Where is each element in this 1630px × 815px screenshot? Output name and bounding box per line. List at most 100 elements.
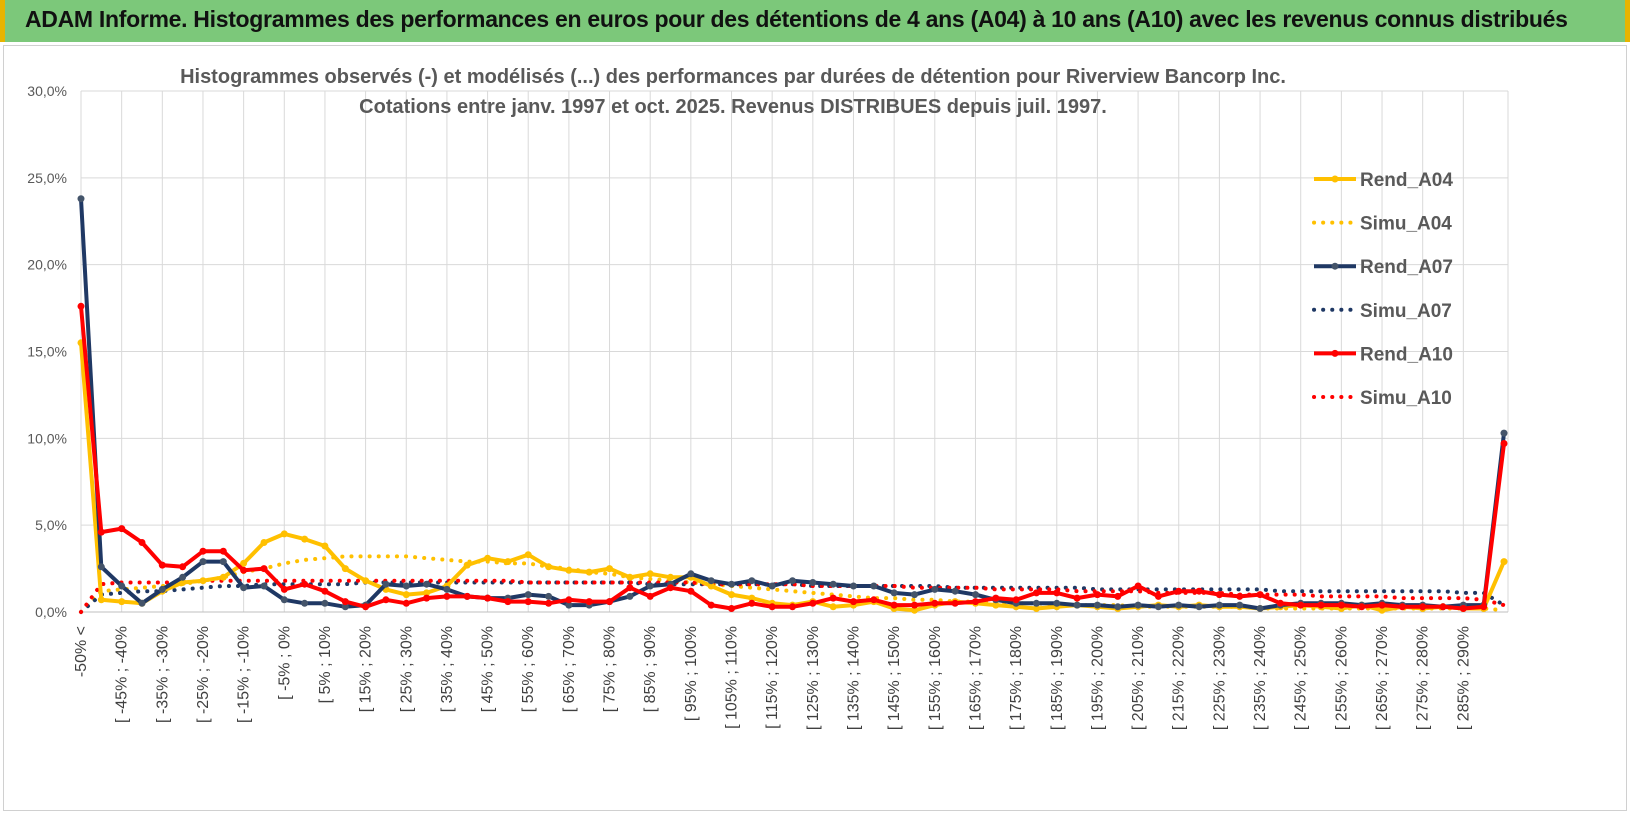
data-point-Rend_A10 xyxy=(1337,601,1345,609)
series-line-Rend_A07 xyxy=(79,198,1506,611)
x-tick-label: [ 235% ; 240% xyxy=(1252,626,1269,730)
data-point-Rend_A10 xyxy=(667,584,674,592)
data-point-Rend_A10 xyxy=(809,599,817,607)
data-point-Rend_A07 xyxy=(1134,601,1142,609)
data-point-Rend_A10 xyxy=(1439,603,1447,611)
x-tick-label: [ 285% ; 290% xyxy=(1455,626,1472,730)
data-point-Rend_A10 xyxy=(158,561,166,569)
data-point-Rend_A10 xyxy=(789,603,796,611)
x-tick-label: [ 265% ; 270% xyxy=(1374,626,1391,730)
chart-frame: 0,0% 5,0% 10,0% 15,0% 20,0% 25,0% 30,0% -50% <… xyxy=(3,45,1627,811)
legend-marker xyxy=(1331,349,1339,357)
legend-label: Rend_A10 xyxy=(1360,344,1453,365)
data-point-Rend_A10 xyxy=(1256,591,1264,599)
data-point-Rend_A10 xyxy=(992,594,1000,602)
legend-marker xyxy=(1331,175,1339,183)
data-point-Rend_A04 xyxy=(463,561,471,569)
data-point-Rend_A10 xyxy=(850,598,857,606)
x-tick-label: [ 195% ; 200% xyxy=(1089,626,1106,730)
data-point-Rend_A07 xyxy=(321,599,329,607)
data-point-Rend_A07 xyxy=(1053,599,1061,607)
data-point-Rend_A10 xyxy=(1215,591,1223,599)
data-point-Rend_A10 xyxy=(362,603,370,611)
data-point-Rend_A10 xyxy=(504,598,512,606)
series-line-Rend_A04 xyxy=(79,342,1506,613)
data-point-Rend_A07 xyxy=(260,582,268,590)
data-point-Rend_A04 xyxy=(118,598,126,606)
x-tick-label: [ -15% ; -10% xyxy=(236,626,253,723)
data-point-Rend_A07 xyxy=(707,577,715,585)
data-point-Rend_A04 xyxy=(1500,558,1508,566)
data-point-Rend_A04 xyxy=(240,559,248,567)
y-tick-label: 5,0% xyxy=(35,517,67,533)
data-point-Rend_A07 xyxy=(890,589,898,597)
data-point-Rend_A10 xyxy=(1459,605,1467,612)
legend-item-simu-a04: Simu_A04 xyxy=(1312,214,1452,235)
data-point-Rend_A07 xyxy=(1154,603,1162,611)
data-point-Rend_A07 xyxy=(1215,601,1223,609)
data-point-Rend_A04 xyxy=(1378,606,1386,614)
x-tick-label: [ 25% ; 30% xyxy=(398,626,415,712)
data-point-Rend_A04 xyxy=(707,582,715,590)
data-point-Rend_A10 xyxy=(829,594,837,602)
data-point-Rend_A04 xyxy=(524,551,532,559)
data-point-Rend_A10 xyxy=(1073,594,1081,602)
data-point-Rend_A04 xyxy=(260,539,268,546)
data-point-Rend_A04 xyxy=(402,591,410,599)
x-tick-label: [ 225% ; 230% xyxy=(1211,626,1228,730)
x-tick-label: [ 35% ; 40% xyxy=(439,626,456,712)
data-point-Rend_A07 xyxy=(972,591,979,599)
data-point-Rend_A07 xyxy=(301,599,309,607)
data-point-Rend_A07 xyxy=(870,582,878,590)
chart-title-line-1: Histogrammes observés (-) et modélisés (… xyxy=(180,66,1286,88)
data-point-Rend_A10 xyxy=(1276,599,1284,607)
legend-label: Rend_A04 xyxy=(1360,170,1453,191)
data-point-Rend_A10 xyxy=(890,601,898,609)
data-point-Rend_A10 xyxy=(748,599,756,607)
data-point-Rend_A07 xyxy=(423,580,431,588)
data-point-Rend_A07 xyxy=(219,558,227,566)
data-point-Rend_A10 xyxy=(1358,603,1366,611)
legend-label: Simu_A07 xyxy=(1360,301,1452,322)
x-tick-label: [ 65% ; 70% xyxy=(561,626,578,712)
data-point-Rend_A07 xyxy=(1256,605,1264,612)
data-point-Rend_A07 xyxy=(1093,601,1101,609)
data-point-Rend_A10 xyxy=(1480,603,1488,611)
data-point-Rend_A10 xyxy=(301,580,309,588)
chart-title-line-2: Cotations entre janv. 1997 et oct. 2025.… xyxy=(359,96,1107,118)
legend-item-simu-a07: Simu_A07 xyxy=(1312,301,1452,322)
data-point-Rend_A10 xyxy=(585,598,593,606)
data-point-Rend_A07 xyxy=(789,577,796,585)
x-tick-label: [ 215% ; 220% xyxy=(1171,626,1188,730)
data-point-Rend_A07 xyxy=(280,596,288,604)
data-point-Rend_A07 xyxy=(728,580,735,588)
data-point-Rend_A07 xyxy=(1195,603,1203,611)
data-point-Rend_A07 xyxy=(565,601,573,609)
data-point-Rend_A04 xyxy=(829,603,837,611)
data-point-Rend_A07 xyxy=(1073,601,1081,609)
series-line-Simu_A10 xyxy=(79,578,1506,614)
data-point-Rend_A07 xyxy=(911,591,918,599)
data-point-Rend_A07 xyxy=(382,580,390,588)
data-point-Rend_A07 xyxy=(97,563,105,571)
data-point-Rend_A10 xyxy=(260,565,268,573)
x-tick-label: [ 275% ; 280% xyxy=(1415,626,1432,730)
data-point-Rend_A07 xyxy=(829,580,837,588)
chart: 0,0% 5,0% 10,0% 15,0% 20,0% 25,0% 30,0% -50% <… xyxy=(27,66,1509,730)
data-point-Rend_A10 xyxy=(1154,592,1162,600)
data-point-Rend_A10 xyxy=(219,547,227,555)
data-point-Rend_A07 xyxy=(1114,603,1122,611)
data-point-Rend_A10 xyxy=(1236,592,1244,600)
data-point-Rend_A07 xyxy=(179,573,187,581)
data-point-Rend_A10 xyxy=(1093,591,1101,599)
data-point-Rend_A07 xyxy=(402,582,410,590)
data-point-Rend_A04 xyxy=(280,530,288,538)
x-tick-label: [ 45% ; 50% xyxy=(480,626,497,712)
x-tick-label: [ 205% ; 210% xyxy=(1130,626,1147,730)
data-point-Rend_A10 xyxy=(606,598,613,606)
y-tick-label: 20,0% xyxy=(27,257,67,273)
data-point-Rend_A10 xyxy=(1297,601,1305,609)
data-point-Rend_A10 xyxy=(118,525,126,533)
y-tick-label: 25,0% xyxy=(27,170,67,186)
series-simu-a10 xyxy=(79,578,1506,614)
